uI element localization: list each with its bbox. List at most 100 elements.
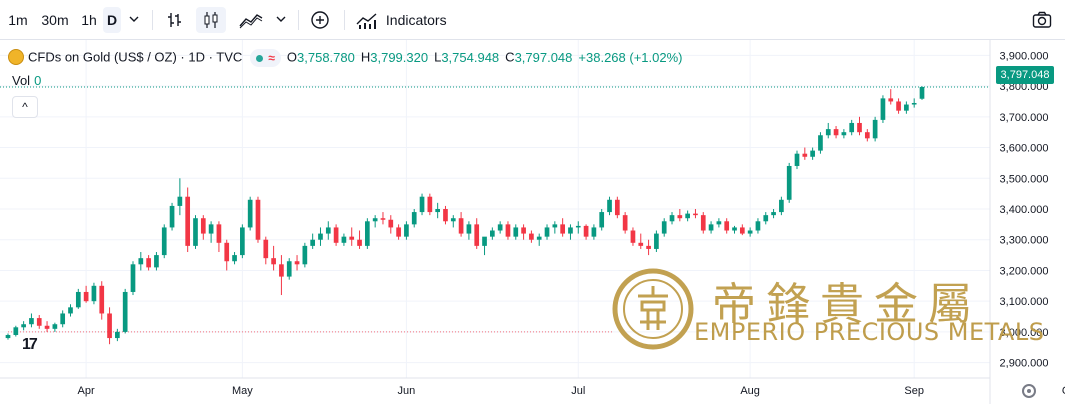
candle-body bbox=[380, 218, 386, 220]
candle-body bbox=[779, 199, 784, 213]
candle-body bbox=[841, 132, 847, 136]
symbol-title[interactable]: CFDs on Gold (US$ / OZ) · 1D · TVC bbox=[28, 49, 243, 65]
candle-body bbox=[138, 258, 144, 265]
candle-body bbox=[919, 86, 925, 99]
volume-legend: Vol 0 bbox=[12, 73, 41, 88]
candle-body bbox=[700, 215, 706, 231]
last-price-tag: 3,797.048 bbox=[996, 66, 1054, 84]
candle-body bbox=[255, 199, 261, 240]
market-status-pill[interactable]: ≈ bbox=[250, 48, 281, 67]
candle-body bbox=[911, 102, 917, 105]
screenshot-button[interactable] bbox=[1028, 7, 1056, 33]
time-axis[interactable]: Apr May Jun Jul Aug Sep Oct bbox=[0, 377, 1065, 397]
high-value: 3,799.320 bbox=[370, 49, 429, 65]
candle-body bbox=[91, 285, 97, 302]
interval-d-button[interactable]: D bbox=[103, 7, 121, 33]
watermark-chinese: 帝鋒貴金屬 bbox=[712, 279, 982, 330]
candle-body bbox=[365, 221, 370, 246]
candle-body bbox=[263, 239, 269, 259]
candle-body bbox=[505, 224, 511, 237]
toolbar-divider bbox=[152, 10, 153, 30]
price-tick-label: 3,800.000 bbox=[1000, 81, 1049, 93]
interval-1m-button[interactable]: 1m bbox=[8, 12, 28, 28]
high-key: H bbox=[360, 49, 371, 65]
candle-body bbox=[68, 307, 73, 314]
candles-button[interactable] bbox=[196, 7, 226, 33]
candle-body bbox=[739, 227, 745, 234]
candle-body bbox=[411, 212, 417, 225]
chart-grid bbox=[0, 40, 990, 378]
market-open-dot-icon bbox=[256, 54, 264, 62]
candle-body bbox=[786, 165, 792, 200]
open-value: 3,758.780 bbox=[297, 49, 355, 65]
candle-body bbox=[318, 233, 323, 240]
candle-body bbox=[247, 199, 253, 228]
candle-body bbox=[521, 227, 526, 234]
indicators-button[interactable]: Indicators bbox=[356, 7, 454, 33]
candle-body bbox=[552, 224, 558, 228]
compare-button[interactable] bbox=[306, 7, 334, 33]
candle-body bbox=[763, 215, 769, 222]
candle-body bbox=[747, 230, 753, 234]
candle-body bbox=[154, 255, 159, 268]
candle-body bbox=[810, 150, 815, 157]
candle-body bbox=[575, 225, 581, 228]
candle-body bbox=[349, 236, 355, 240]
chart-legend: CFDs on Gold (US$ / OZ) · 1D · TVC ≈ O3,75… bbox=[8, 47, 688, 67]
volume-label: Vol bbox=[12, 73, 31, 88]
candle-body bbox=[646, 245, 651, 249]
candle-body bbox=[544, 227, 550, 237]
candle-body bbox=[161, 227, 167, 256]
gear-icon[interactable] bbox=[1022, 384, 1036, 398]
price-axis[interactable]: 3,900.000 3,800.000 3,700.000 3,600.000 3,50… bbox=[989, 40, 1049, 404]
candle-body bbox=[21, 324, 26, 328]
candle-body bbox=[693, 213, 698, 216]
candle-body bbox=[716, 221, 722, 225]
interval-30m-button[interactable]: 30m bbox=[41, 12, 69, 28]
price-tick-label: 2,900.000 bbox=[1000, 358, 1049, 370]
chart-type-dropdown-button[interactable] bbox=[272, 7, 290, 33]
candle-body bbox=[60, 313, 66, 325]
gold-coin-icon bbox=[8, 48, 24, 65]
chart-baseline bbox=[0, 86, 990, 333]
candle-body bbox=[240, 227, 245, 256]
volume-value: 0 bbox=[34, 73, 42, 88]
candle-body bbox=[864, 132, 870, 139]
candle-body bbox=[177, 196, 183, 206]
candle-body bbox=[435, 209, 441, 213]
area-chart-icon bbox=[239, 14, 263, 29]
candle-body bbox=[833, 129, 839, 136]
candle-body bbox=[583, 225, 589, 237]
tradingview-logo[interactable]: 17 bbox=[22, 336, 38, 353]
interval-1h-button[interactable]: 1h bbox=[81, 12, 97, 28]
candle-body bbox=[232, 255, 237, 262]
candle-body bbox=[458, 218, 464, 234]
price-tick-label: 3,700.000 bbox=[1000, 112, 1049, 124]
candle-body bbox=[794, 153, 800, 166]
candle-body bbox=[83, 291, 89, 302]
candle-body bbox=[271, 258, 276, 265]
area-chart-button[interactable] bbox=[236, 7, 266, 33]
price-tick-label: 3,900.000 bbox=[1000, 50, 1049, 62]
interval-dropdown-button[interactable] bbox=[124, 7, 144, 33]
collapse-legend-button[interactable]: ^ bbox=[12, 96, 38, 118]
candle-body bbox=[193, 218, 198, 246]
emperio-logo-icon bbox=[612, 268, 694, 350]
change-value: +38.268 (+1.02%) bbox=[578, 49, 683, 65]
price-chart[interactable]: 3,900.000 3,800.000 3,700.000 3,600.000 3,50… bbox=[0, 40, 1065, 404]
candle-body bbox=[708, 224, 714, 231]
candle-body bbox=[607, 199, 612, 213]
candle-body bbox=[185, 196, 191, 246]
wave-icon: ≈ bbox=[268, 51, 275, 66]
candle-body bbox=[489, 230, 495, 237]
price-tick-label: 3,100.000 bbox=[1000, 296, 1049, 308]
add-compare-icon bbox=[311, 11, 329, 29]
candle-body bbox=[755, 221, 761, 231]
candle-body bbox=[279, 264, 284, 277]
bar-chart-button[interactable] bbox=[162, 7, 188, 33]
candle-body bbox=[818, 135, 823, 151]
candle-body bbox=[560, 224, 565, 234]
candle-body bbox=[599, 212, 605, 228]
candle-body bbox=[357, 239, 362, 246]
time-tick-label: Apr bbox=[78, 385, 95, 397]
